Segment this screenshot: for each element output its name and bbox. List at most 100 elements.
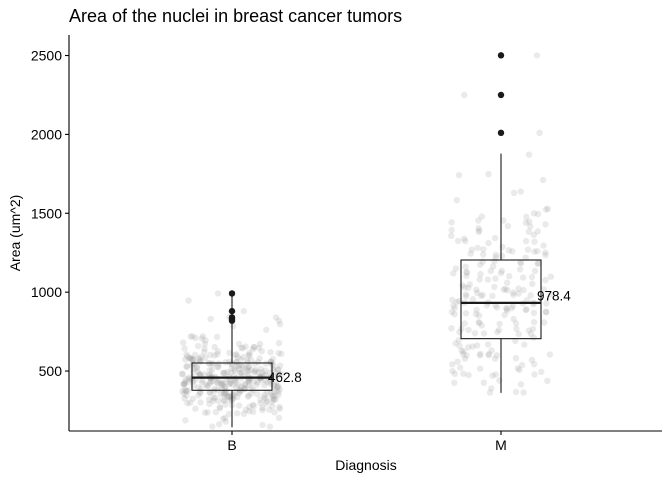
- jitter-point: [534, 228, 541, 235]
- jitter-point: [181, 380, 188, 388]
- jitter-point: [543, 300, 550, 307]
- jitter-point: [478, 213, 485, 220]
- jitter-point: [216, 421, 223, 428]
- jitter-point: [503, 304, 510, 312]
- jitter-point: [257, 399, 264, 407]
- jitter-point: [197, 399, 204, 406]
- jitter-point: [452, 340, 459, 347]
- jitter-point: [544, 205, 551, 212]
- jitter-point: [244, 367, 251, 374]
- jitter-point: [221, 383, 229, 391]
- jitter-point: [522, 254, 529, 261]
- jitter-point: [262, 360, 270, 367]
- jitter-point: [263, 326, 270, 334]
- jitter-point: [263, 398, 270, 405]
- jitter-point: [181, 380, 188, 387]
- jitter-point: [221, 414, 229, 422]
- jitter-point: [498, 252, 506, 259]
- jitter-point: [217, 391, 224, 398]
- jitter-point: [272, 382, 279, 389]
- jitter-point: [214, 380, 221, 387]
- jitter-point: [185, 376, 192, 383]
- jitter-point: [526, 218, 533, 225]
- jitter-point: [460, 348, 467, 355]
- jitter-point: [510, 291, 517, 298]
- jitter-point: [509, 248, 516, 255]
- jitter-point: [500, 217, 507, 224]
- jitter-point: [477, 350, 484, 358]
- jitter-point: [487, 267, 494, 275]
- jitter-point: [499, 243, 506, 251]
- jitter-point: [240, 353, 247, 361]
- jitter-point: [521, 341, 528, 348]
- jitter-point: [462, 293, 470, 300]
- jitter-point: [197, 389, 204, 397]
- jitter-point: [474, 244, 481, 252]
- jitter-point: [242, 406, 250, 413]
- jitter-point: [224, 393, 231, 400]
- jitter-point: [450, 270, 457, 277]
- jitter-point: [530, 231, 537, 238]
- jitter-point: [245, 363, 253, 370]
- jitter-point: [259, 369, 266, 376]
- jitter-point: [254, 379, 261, 386]
- jitter-point: [460, 351, 467, 358]
- jitter-point: [219, 380, 226, 387]
- jitter-point: [226, 380, 233, 387]
- x-tick-label: B: [227, 437, 236, 453]
- jitter-point: [187, 333, 194, 340]
- axes: 500 1000 1500 2000 2500 B M: [31, 35, 662, 453]
- jitter-point: [529, 325, 537, 333]
- jitter-point: [185, 374, 193, 381]
- jitter-point: [259, 406, 266, 414]
- jitter-point: [463, 272, 470, 280]
- jitter-point: [451, 370, 459, 377]
- jitter-point: [252, 366, 259, 374]
- jitter-point: [244, 357, 251, 364]
- jitter-point: [451, 379, 458, 386]
- jitter-point: [476, 352, 484, 359]
- jitter-point: [259, 421, 266, 429]
- jitter-point: [201, 348, 208, 355]
- jitter-point: [219, 381, 227, 389]
- jitter-point: [225, 393, 232, 401]
- jitter-point: [179, 388, 186, 395]
- jitter-point: [517, 188, 524, 195]
- jitter-point: [201, 340, 209, 348]
- jitter-point: [275, 370, 283, 377]
- jitter-point: [206, 389, 213, 397]
- jitter-point: [211, 394, 219, 401]
- jitter-point: [530, 309, 538, 317]
- jitter-point: [195, 355, 202, 362]
- jitter-point: [192, 334, 199, 342]
- jitter-point: [449, 361, 456, 368]
- jitter-point: [489, 372, 496, 379]
- jitter-point: [479, 291, 486, 299]
- jitter-point: [484, 341, 492, 348]
- jitter-point: [542, 276, 549, 284]
- jitter-point: [525, 327, 532, 334]
- jitter-point: [459, 282, 466, 289]
- jitter-point: [506, 273, 513, 280]
- jitter-point: [194, 368, 201, 375]
- jitter-point: [503, 305, 510, 313]
- jitter-point: [512, 388, 520, 396]
- jitter-point: [472, 311, 480, 318]
- jitter-point: [469, 296, 477, 303]
- jitter-point: [180, 380, 188, 388]
- jitter-point: [534, 260, 541, 267]
- jitter-point: [245, 364, 252, 371]
- jitter-point: [244, 378, 252, 385]
- jitter-point: [193, 364, 200, 371]
- jitter-point: [528, 273, 536, 281]
- jitter-point: [509, 302, 516, 310]
- jitter-point: [520, 389, 527, 396]
- jitter-point: [276, 385, 283, 393]
- jitter-point: [198, 353, 205, 360]
- jitter-point: [232, 379, 239, 386]
- jitter-point: [484, 276, 492, 283]
- jitter-point: [465, 344, 472, 351]
- jitter-point: [222, 359, 229, 366]
- jitter-point: [207, 351, 214, 359]
- jitter-point: [530, 319, 538, 326]
